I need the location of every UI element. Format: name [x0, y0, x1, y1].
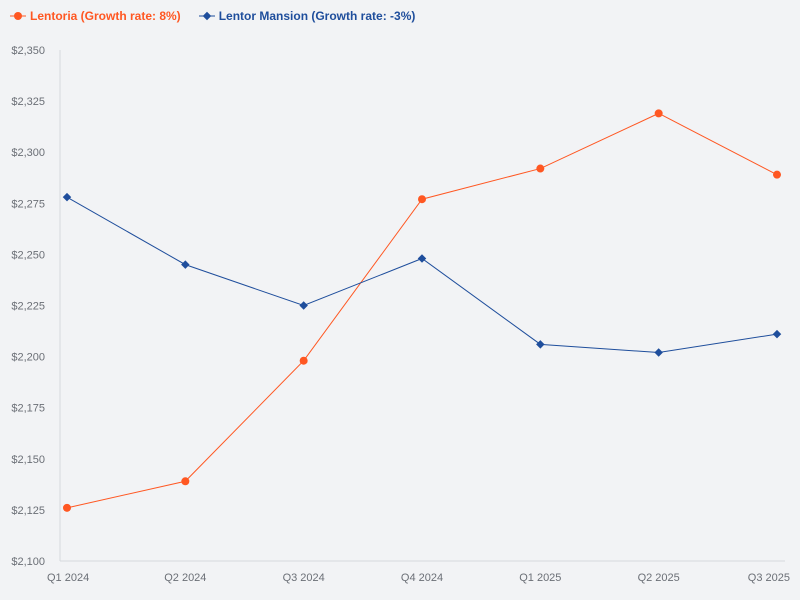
data-point-1	[181, 260, 190, 269]
x-tick-label: Q3 2025	[748, 572, 790, 584]
y-tick-label: $2,150	[11, 454, 45, 466]
data-point-0	[181, 477, 190, 486]
x-tick-label: Q1 2025	[519, 572, 561, 584]
x-tick-label: Q3 2024	[283, 572, 325, 584]
data-point-0	[418, 195, 426, 204]
series-line-0	[66, 112, 778, 509]
y-tick-label: $2,125	[11, 505, 45, 517]
circle-marker-icon	[10, 12, 26, 20]
y-tick-label: $2,350	[11, 45, 45, 57]
legend-item-lentor-mansion[interactable]: Lentor Mansion (Growth rate: -3%)	[198, 9, 416, 23]
x-tick-label: Q1 2024	[47, 572, 89, 584]
x-tick-label: Q4 2024	[401, 572, 443, 584]
y-tick-label: $2,100	[11, 556, 45, 568]
legend-item-lentoria[interactable]: Lentoria (Growth rate: 8%)	[10, 9, 181, 23]
data-point-1	[536, 340, 545, 349]
data-point-1	[654, 348, 663, 357]
data-point-0	[63, 503, 71, 512]
y-tick-label: $2,175	[11, 403, 45, 415]
data-point-1	[62, 192, 72, 202]
x-tick-label: Q2 2024	[164, 572, 206, 584]
y-tick-label: $2,200	[11, 352, 45, 364]
legend-label: Lentoria (Growth rate: 8%)	[30, 9, 181, 23]
data-point-1	[417, 254, 427, 263]
series-line-1	[66, 196, 778, 354]
diamond-marker-icon	[198, 11, 215, 21]
data-point-0	[536, 164, 545, 173]
y-tick-label: $2,275	[11, 198, 45, 210]
data-point-0	[299, 356, 308, 365]
data-point-1	[299, 301, 308, 310]
y-tick-label: $2,225	[11, 301, 45, 313]
y-tick-label: $2,250	[11, 249, 45, 261]
legend: Lentoria (Growth rate: 8%) Lentor Mansio…	[10, 9, 415, 23]
y-tick-label: $2,300	[11, 147, 45, 159]
x-tick-label: Q2 2025	[638, 572, 680, 584]
data-point-0	[654, 109, 663, 118]
y-tick-label: $2,325	[11, 96, 45, 108]
data-point-1	[772, 329, 782, 339]
legend-label: Lentor Mansion (Growth rate: -3%)	[218, 9, 416, 23]
data-point-0	[773, 170, 781, 179]
